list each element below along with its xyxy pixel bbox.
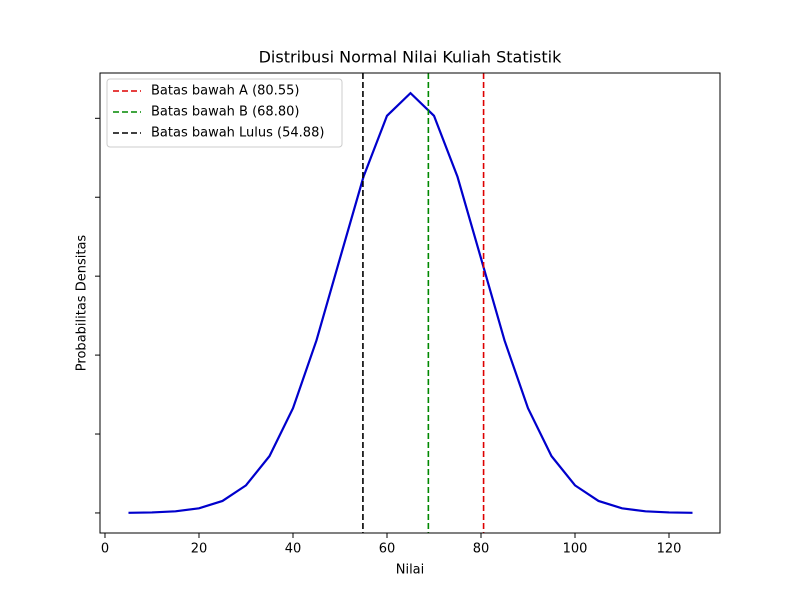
x-tick-label: 40 (285, 542, 302, 557)
chart-title: Distribusi Normal Nilai Kuliah Statistik (259, 48, 563, 67)
x-tick-label: 120 (657, 542, 682, 557)
x-tick-label: 100 (563, 542, 588, 557)
legend-box (106, 78, 343, 148)
x-tick-label: 60 (379, 542, 396, 557)
y-axis-label: Probabilitas Densitas (75, 235, 90, 372)
legend-label: Batas bawah A (80.55) (151, 84, 299, 99)
curve (128, 91, 693, 514)
x-axis-label: Nilai (396, 563, 425, 578)
axes-frame (99, 72, 721, 534)
x-tick-label: 80 (473, 542, 490, 557)
legend-label: Batas bawah B (68.80) (151, 105, 299, 120)
x-tick-label: 20 (191, 542, 208, 557)
legend-label: Batas bawah Lulus (54.88) (151, 126, 324, 141)
x-tick-label: 0 (101, 542, 109, 557)
